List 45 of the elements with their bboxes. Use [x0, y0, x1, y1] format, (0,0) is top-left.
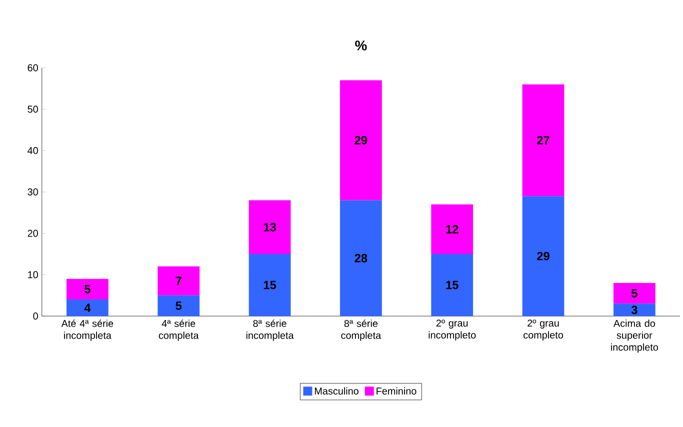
- bar: [248, 254, 291, 316]
- y-tick-label: 0: [33, 312, 38, 320]
- bar: [431, 204, 474, 254]
- data-label: 4: [84, 304, 91, 312]
- data-label: 7: [176, 276, 182, 286]
- x-tick-label: 8ª série completa: [341, 320, 382, 341]
- bar: [522, 84, 564, 196]
- x-tick-label: 2º grau completo: [524, 320, 563, 341]
- y-tick-label: 60: [28, 64, 38, 72]
- chart-title: %: [355, 40, 367, 50]
- y-tick-label: 40: [28, 147, 38, 154]
- bar: [158, 266, 200, 296]
- bar: [613, 283, 656, 304]
- legend-label: Masculino: [314, 387, 358, 395]
- x-tick-label: Até 4ª série incompleta: [61, 320, 114, 341]
- bar: [158, 296, 200, 316]
- legend-label: Feminino: [376, 387, 416, 395]
- bar: [613, 304, 656, 316]
- data-label: 15: [446, 281, 458, 290]
- y-tick-label: 20: [28, 230, 38, 237]
- data-label: 28: [354, 254, 368, 262]
- bar: [66, 278, 108, 300]
- data-label: 27: [537, 136, 550, 144]
- data-label: 3: [631, 306, 638, 314]
- data-label: 5: [631, 289, 638, 298]
- x-tick-label: 8ª série incompleta: [246, 320, 294, 341]
- bar: [66, 300, 108, 316]
- data-label: 13: [264, 223, 276, 232]
- x-tick-label: 4ª série completa: [158, 320, 199, 341]
- y-tick-label: 50: [28, 106, 38, 113]
- data-label: 5: [176, 302, 182, 310]
- data-label: 12: [446, 225, 458, 234]
- data-label: 29: [537, 252, 550, 260]
- bar: [431, 254, 474, 316]
- bar: [248, 200, 291, 254]
- data-label: 15: [264, 281, 276, 290]
- y-tick-label: 10: [28, 271, 38, 278]
- data-label: 5: [84, 285, 90, 294]
- bar: [522, 196, 564, 316]
- x-tick-label: 2º grau incompleto: [428, 320, 476, 341]
- x-tick-label: Acima do superior incompleto: [611, 320, 658, 353]
- bar: [340, 80, 382, 200]
- bar: [340, 200, 382, 316]
- y-tick-label: 30: [28, 188, 38, 196]
- data-label: 29: [354, 136, 368, 145]
